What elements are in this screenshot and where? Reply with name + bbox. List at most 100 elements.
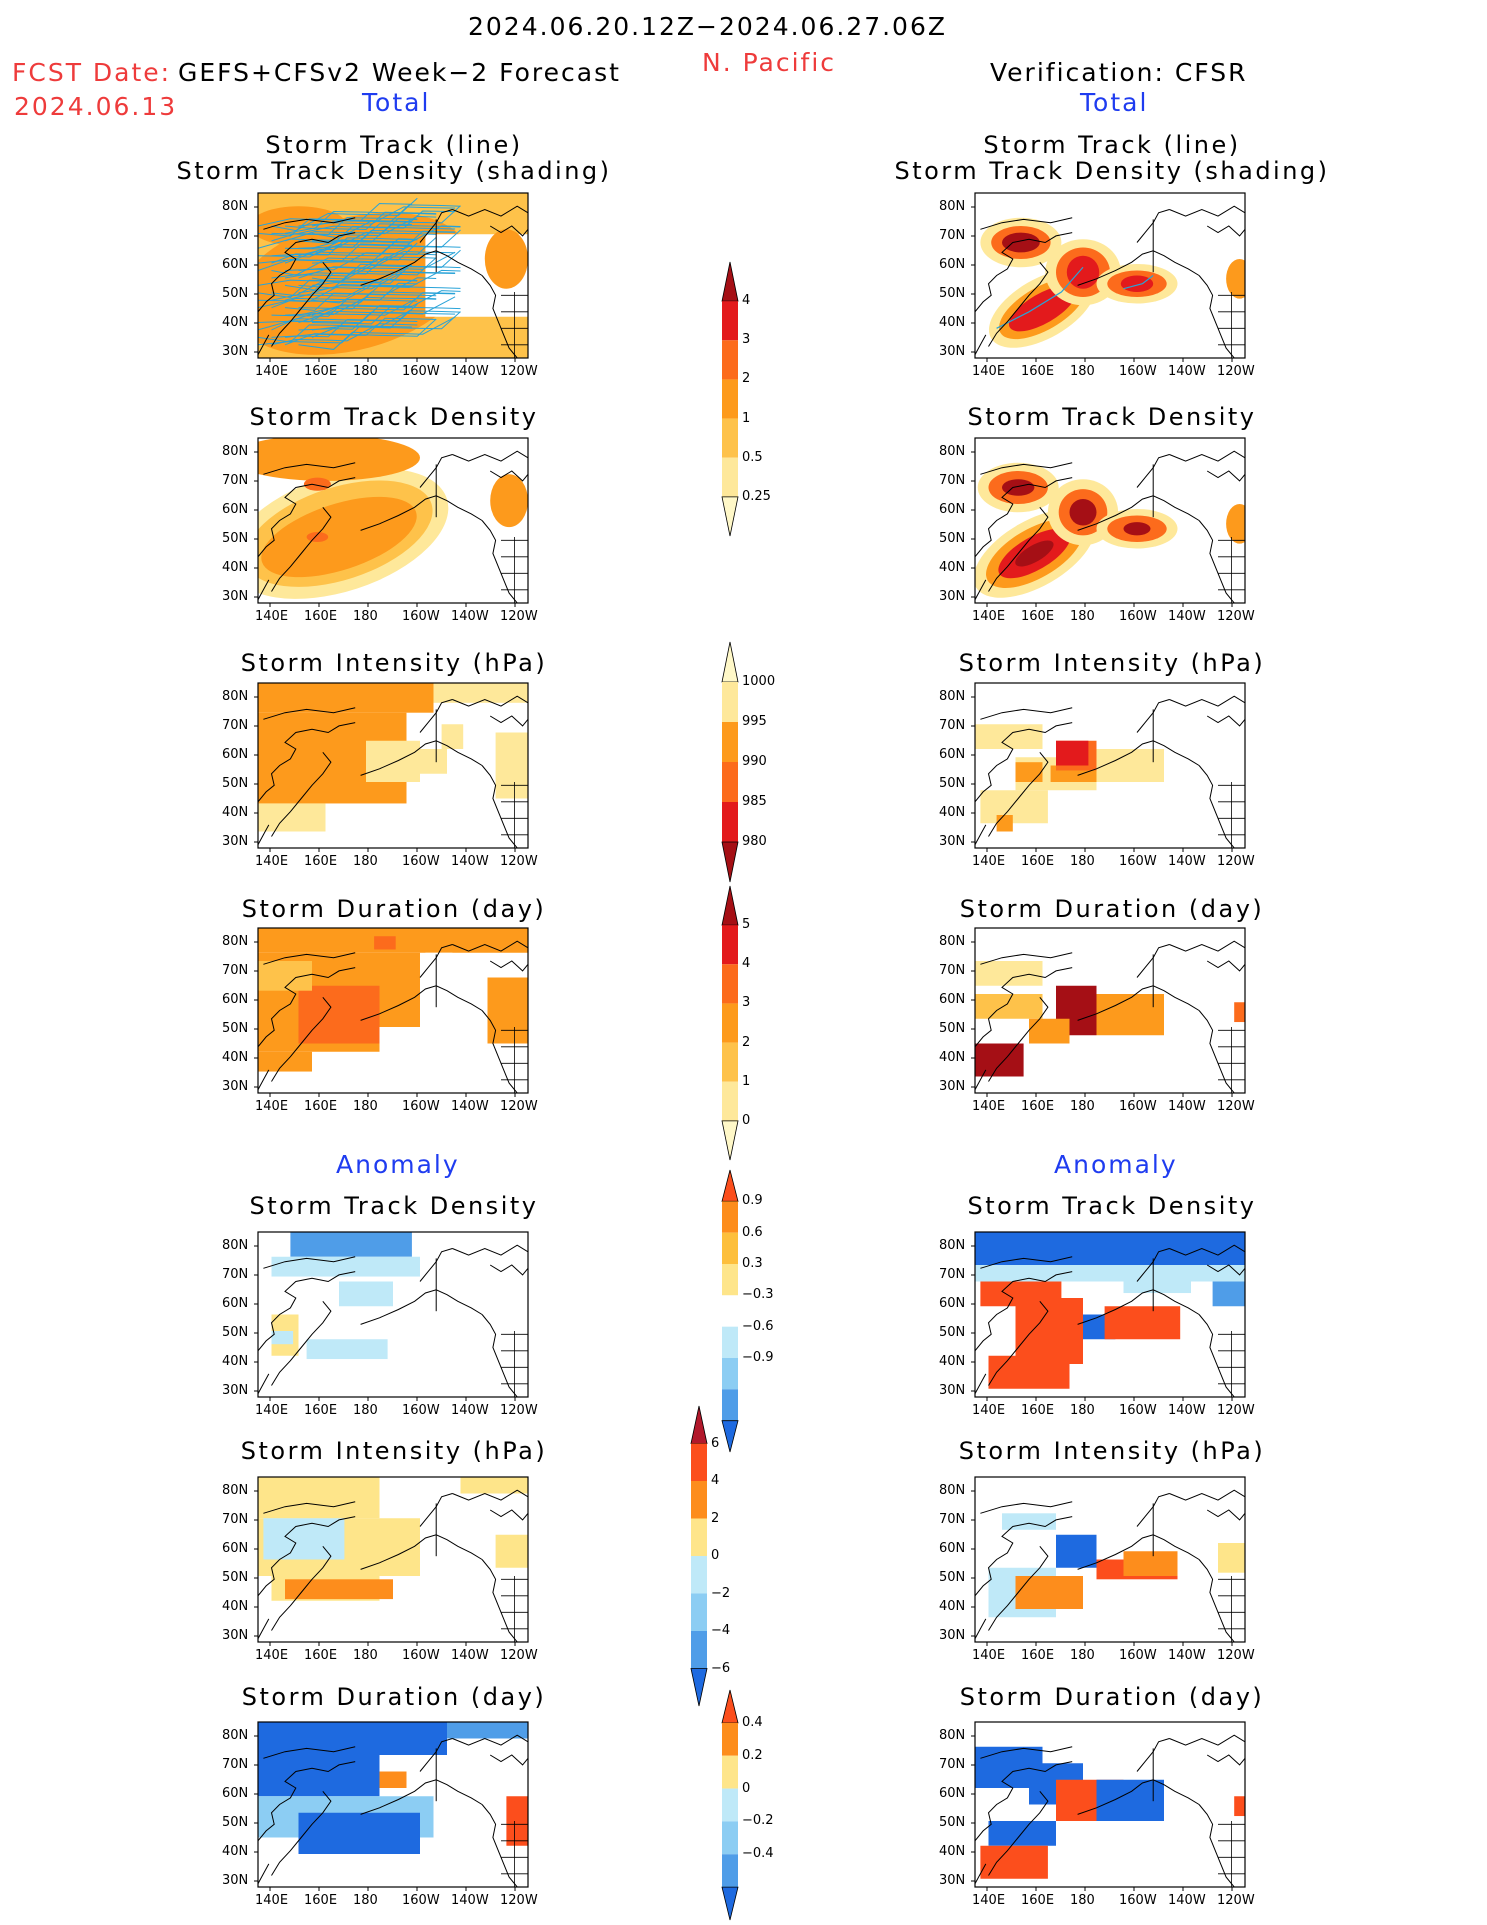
- shade-cell: [975, 1232, 1245, 1265]
- colorbar-swatch: [722, 964, 738, 1004]
- shade-cell: [306, 1339, 388, 1360]
- storm-track-line: [298, 316, 456, 350]
- panel-frame: [257, 1721, 529, 1888]
- x-tick-label: 160E: [304, 1099, 338, 1114]
- y-tick-label: 70N: [222, 1512, 249, 1527]
- colorbar-swatch: [722, 1264, 738, 1296]
- coastline: [988, 996, 1049, 1082]
- storm-track-line: [311, 285, 461, 304]
- y-tick-label: 80N: [939, 1728, 966, 1743]
- y-tick-label: 70N: [222, 228, 249, 243]
- coastline: [975, 722, 1073, 803]
- coastline: [1206, 1509, 1245, 1521]
- map-panel: [971, 1231, 1246, 1401]
- coastline: [489, 1754, 528, 1766]
- colorbar-arrow: [690, 1405, 708, 1444]
- panel-frame: [257, 192, 529, 359]
- y-tick-label: 50N: [939, 776, 966, 791]
- y-tick-label: 40N: [222, 1050, 249, 1065]
- colorbar-swatch: [691, 1518, 707, 1556]
- storm-track-line: [271, 258, 418, 279]
- coastline: [975, 1516, 1073, 1597]
- y-tick-label: 60N: [222, 747, 249, 762]
- x-tick-label: 140W: [451, 1648, 489, 1663]
- coastline: [980, 952, 1073, 965]
- shade-region: [1226, 504, 1245, 544]
- fcst-model-label: GEFS+CFSv2 Week−2 Forecast: [178, 58, 621, 87]
- colorbar-label: 2: [742, 1034, 751, 1050]
- panel-frame: [257, 437, 529, 604]
- colorbar-swatch: [722, 1788, 738, 1822]
- x-tick-label: 120W: [500, 1403, 538, 1418]
- shade-region: [1069, 499, 1097, 526]
- y-tick-label: 50N: [939, 286, 966, 301]
- storm-track-line: [311, 311, 461, 338]
- coastline: [1198, 765, 1235, 848]
- coastline: [481, 520, 518, 603]
- colorbar-label: 4: [711, 1473, 720, 1488]
- coastline: [975, 1761, 1073, 1842]
- x-tick-label: 160E: [304, 609, 338, 624]
- colorbar-label: 4: [742, 956, 751, 972]
- y-tick-label: 80N: [939, 1483, 966, 1498]
- colorbar-label: 0.3: [742, 1256, 763, 1271]
- shade-cell: [1015, 762, 1043, 782]
- x-tick-label: 160E: [1021, 1893, 1055, 1908]
- colorbar-label: −0.2: [742, 1813, 774, 1829]
- colorbar-swatch: [722, 1821, 738, 1855]
- coastline: [988, 751, 1049, 837]
- coastline: [258, 1516, 356, 1597]
- coastline: [1198, 1314, 1235, 1397]
- x-tick-label: 180: [353, 609, 378, 624]
- x-tick-label: 160E: [304, 1403, 338, 1418]
- y-tick-label: 80N: [939, 199, 966, 214]
- coastline: [271, 1300, 332, 1386]
- map-panel: [254, 927, 529, 1097]
- shade-cell: [425, 952, 453, 1003]
- shade-cell: [298, 985, 380, 1044]
- coastline: [452, 1734, 528, 1746]
- x-tick-label: 160W: [1119, 1893, 1157, 1908]
- y-tick-label: 70N: [939, 473, 966, 488]
- coastline: [1206, 1754, 1245, 1766]
- x-tick-label: 120W: [500, 854, 538, 869]
- map-panel: [254, 682, 529, 852]
- y-tick-label: 60N: [939, 257, 966, 272]
- shade-cell: [1096, 994, 1164, 1036]
- coastline: [271, 1545, 332, 1631]
- coastline: [258, 722, 356, 803]
- shade-region: [1226, 259, 1245, 299]
- panel-frame: [974, 927, 1246, 1094]
- colorbar-swatch: [722, 1755, 738, 1789]
- y-tick-label: 60N: [222, 992, 249, 1007]
- x-tick-label: 140W: [1168, 1893, 1206, 1908]
- colorbar-label: −6: [711, 1660, 731, 1676]
- colorbar-arrow: [721, 1420, 739, 1453]
- y-tick-label: 60N: [222, 502, 249, 517]
- shade-cell: [460, 1477, 528, 1494]
- shade-cell: [1002, 1513, 1056, 1530]
- coastline: [258, 232, 356, 313]
- shade-cell: [258, 1722, 447, 1755]
- coastline: [360, 1779, 483, 1815]
- colorbar-label: 0: [742, 1112, 751, 1128]
- coastline: [1206, 960, 1245, 972]
- storm-track-line: [271, 323, 418, 346]
- storm-track-line: [284, 231, 437, 251]
- shade-cell: [433, 683, 528, 703]
- y-tick-label: 40N: [939, 1844, 966, 1859]
- panel-title-anom-density-right: Storm Track Density: [967, 1192, 1257, 1220]
- coastline: [360, 250, 483, 286]
- coastline: [271, 1790, 332, 1876]
- shade-region: [484, 229, 528, 289]
- storm-track-line: [284, 211, 437, 234]
- coastline: [263, 1256, 356, 1269]
- x-tick-label: 120W: [1217, 364, 1255, 379]
- x-tick-label: 160W: [402, 1403, 440, 1418]
- coastline: [481, 1314, 518, 1397]
- coastline: [263, 952, 356, 965]
- colorbar-swatch: [722, 1003, 738, 1043]
- coastline: [258, 477, 356, 558]
- coastline: [360, 1289, 483, 1325]
- coastline: [980, 1746, 1073, 1759]
